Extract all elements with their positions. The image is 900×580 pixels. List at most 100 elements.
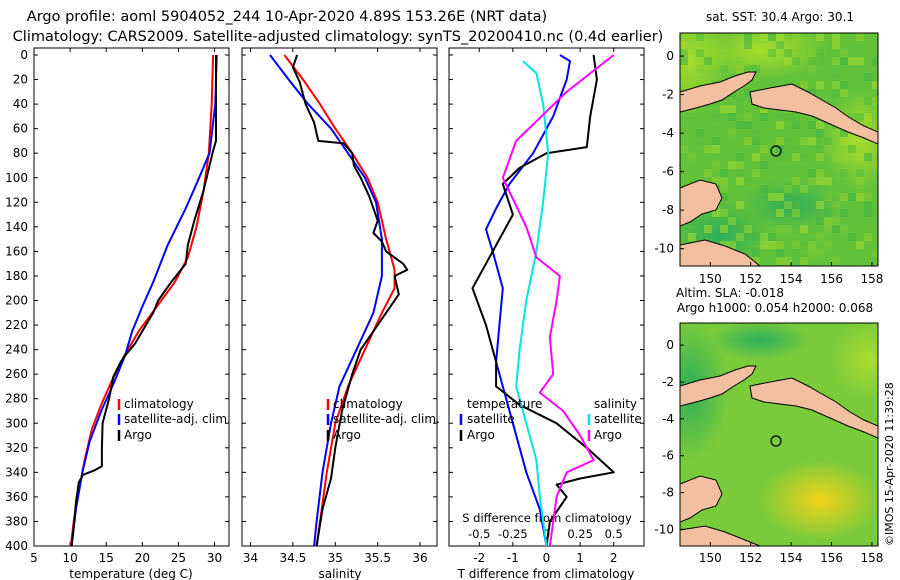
depth-tick-label: 360 [5, 490, 28, 504]
sst-pixel [712, 137, 720, 145]
sst-pixel [800, 153, 808, 161]
sst-pixel [736, 233, 744, 241]
sst-pixel [736, 153, 744, 161]
sst-pixel [736, 209, 744, 217]
sst-pixel [824, 137, 832, 145]
depth-tick-label: 40 [13, 97, 28, 111]
series-line-climatology [69, 54, 215, 546]
map2-title-2: Argo h1000: 0.054 h2000: 0.068 [677, 301, 873, 315]
sst-pixel [760, 201, 768, 209]
series-line-t-argo [471, 54, 615, 546]
sst-pixel [712, 145, 720, 153]
sst-pixel [864, 153, 872, 161]
sst-pixel [872, 57, 878, 65]
s-difference-label: S difference from climatology [462, 511, 632, 525]
legend-s-argo: Argo [594, 428, 622, 442]
depth-tick-label: 240 [5, 343, 28, 357]
sst-pixel [752, 169, 760, 177]
temperature-panel [33, 47, 230, 547]
argo-position-marker [770, 435, 782, 447]
sst-pixel [816, 145, 824, 153]
sst-pixel [680, 145, 688, 153]
temperature-legend: climatology satellite-adj. clim. Argo [117, 397, 231, 442]
x-tick-label: 35.5 [364, 551, 391, 565]
sst-pixel [792, 225, 800, 233]
sst-pixel [744, 89, 752, 97]
salinity-legend: climatology satellite-adj. clim. Argo [326, 397, 440, 442]
sst-pixel [728, 105, 736, 113]
sst-pixel [720, 169, 728, 177]
sst-pixel [736, 161, 744, 169]
sst-pixel [840, 89, 848, 97]
series-line-s-satellite [515, 60, 550, 546]
sst-pixel [816, 169, 824, 177]
depth-tick-label: 200 [5, 294, 28, 308]
papua-coast [680, 179, 723, 227]
map2-title-1: Altim. SLA: -0.018 [676, 286, 784, 300]
sst-pixel [856, 33, 864, 41]
sst-pixel [840, 225, 848, 233]
map-lat-label: -2 [662, 88, 674, 102]
sst-pixel [808, 121, 816, 129]
high-sla-patch [760, 460, 878, 540]
sst-pixel [776, 249, 784, 257]
sst-pixel [816, 129, 824, 137]
legend-temperature-title: temperature [467, 397, 542, 411]
depth-tick-label: 260 [5, 367, 28, 381]
sst-pixel [776, 137, 784, 145]
sst-pixel [824, 217, 832, 225]
sst-pixel [816, 57, 824, 65]
sst-pixel [824, 145, 832, 153]
map-lon-label: 154 [780, 272, 803, 286]
sst-pixel [856, 105, 864, 113]
depth-tick-label: 20 [13, 73, 28, 87]
sst-pixel [768, 193, 776, 201]
map-lat-label: -8 [662, 486, 674, 500]
sst-pixel [856, 113, 864, 121]
sst-pixel [808, 177, 816, 185]
map-lon-label: 150 [699, 272, 722, 286]
sst-pixel [784, 257, 792, 265]
map1-title: sat. SST: 30.4 Argo: 30.1 [706, 10, 854, 24]
sst-pixel [840, 57, 848, 65]
x-tick-label: -1 [507, 551, 519, 565]
sst-pixel [776, 241, 784, 249]
papua-coast [680, 475, 723, 523]
sst-pixel [808, 57, 816, 65]
sst-pixel [752, 233, 760, 241]
sst-pixel [704, 225, 712, 233]
sst-pixel [688, 81, 696, 89]
sst-pixel [800, 81, 808, 89]
sst-pixel [816, 33, 824, 41]
sst-map [680, 33, 878, 266]
series-line-argo [291, 54, 409, 546]
map-lat-label: -6 [662, 165, 674, 179]
legend-t-satellite: satellite [467, 412, 515, 426]
sst-pixel [728, 41, 736, 49]
sst-pixel [792, 57, 800, 65]
sst-pixel [776, 41, 784, 49]
sst-pixel [784, 113, 792, 121]
sst-pixel [728, 241, 736, 249]
sst-pixel [864, 209, 872, 217]
sst-pixel [712, 161, 720, 169]
sst-pixel [808, 137, 816, 145]
sst-pixel [728, 161, 736, 169]
sst-pixel [816, 249, 824, 257]
sst-pixel [688, 41, 696, 49]
sst-pixel [856, 57, 864, 65]
sst-pixel [856, 177, 864, 185]
sst-pixel [872, 81, 878, 89]
sst-pixel [768, 233, 776, 241]
depth-tick-label: 320 [5, 441, 28, 455]
difference-xlabel: T difference from climatology [457, 567, 635, 580]
sst-pixel [704, 169, 712, 177]
sst-pixel [784, 49, 792, 57]
x-tick-label: 0 [543, 551, 551, 565]
series-line-argo [70, 55, 217, 546]
sst-pixel [784, 137, 792, 145]
x-tick-label: 1 [576, 551, 584, 565]
sst-pixel [832, 73, 840, 81]
new-britain-island [680, 365, 757, 407]
sst-pixel [736, 169, 744, 177]
